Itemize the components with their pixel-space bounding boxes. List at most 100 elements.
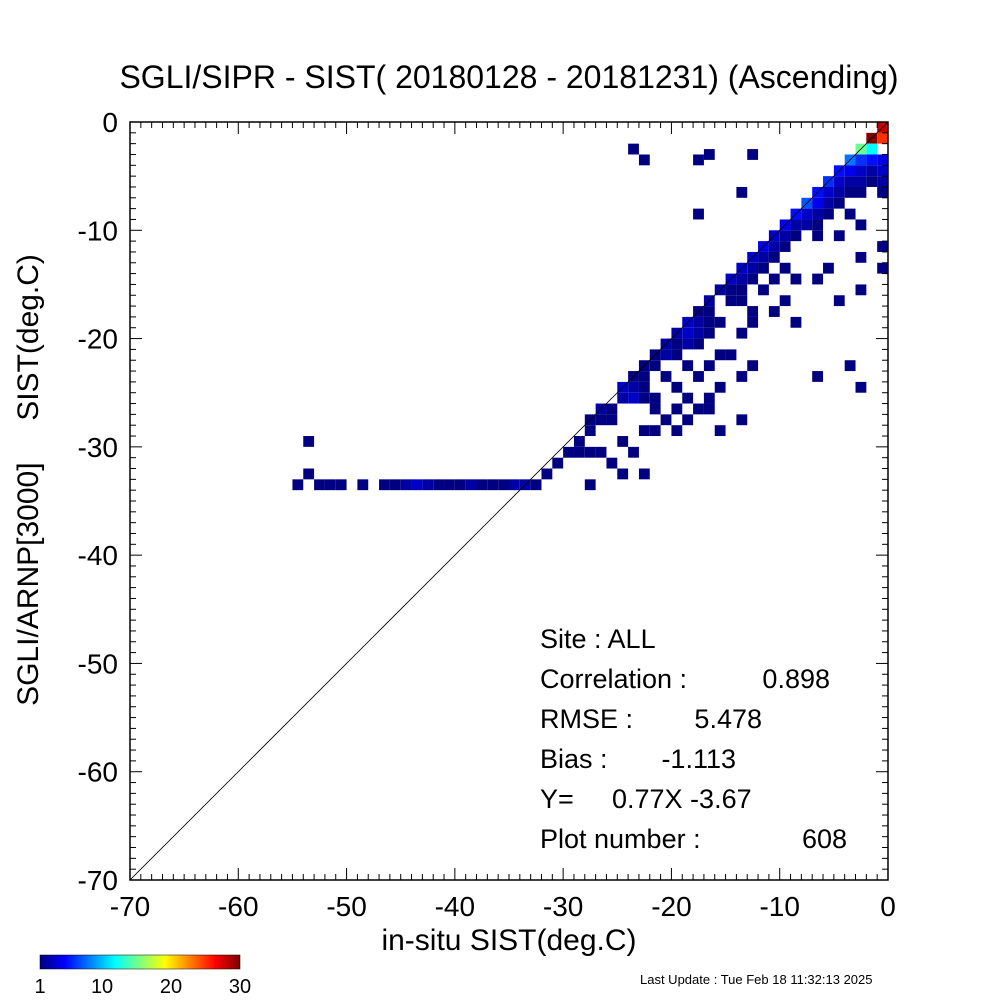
stat-value: -1.113 xyxy=(661,744,736,774)
density-cell xyxy=(584,479,596,491)
density-cell xyxy=(790,273,802,285)
x-tick-label: -30 xyxy=(543,891,583,922)
density-cell xyxy=(671,425,683,437)
density-cell xyxy=(747,306,759,317)
axis-ticks xyxy=(129,121,889,881)
density-cell xyxy=(454,479,466,491)
y-axis-label: SGLI/ARNP[3000] SIST(deg.C) xyxy=(12,254,45,706)
stat-value: 0.77X -3.67 xyxy=(612,784,752,814)
density-cell xyxy=(314,479,325,491)
density-cell xyxy=(638,392,650,404)
density-cell xyxy=(877,176,888,187)
density-cell xyxy=(725,284,737,296)
density-cell xyxy=(812,273,824,285)
y-tick-label: -20 xyxy=(78,324,118,355)
density-cell xyxy=(736,414,748,426)
y-tick-labels: 0 -10 -20 -30 -40 -50 -60 -70 xyxy=(78,107,118,896)
density-cell xyxy=(812,208,824,220)
density-cell xyxy=(552,457,564,469)
density-cell xyxy=(768,306,780,317)
density-cell xyxy=(768,241,780,252)
density-cell xyxy=(324,479,336,491)
colorbar-tick-label: 30 xyxy=(229,976,251,998)
density-cell xyxy=(736,327,748,339)
density-cell xyxy=(389,479,401,491)
density-cell xyxy=(736,186,748,198)
density-cell xyxy=(703,327,715,339)
density-cell xyxy=(703,360,715,372)
density-cell xyxy=(747,262,759,274)
density-cell xyxy=(833,186,845,198)
y-tick-label: -30 xyxy=(78,432,118,463)
x-tick-label: -20 xyxy=(651,891,691,922)
density-cell xyxy=(660,349,672,361)
density-cell xyxy=(595,446,607,458)
density-cell xyxy=(628,392,639,404)
density-cell xyxy=(335,479,347,491)
density-cell xyxy=(725,295,737,307)
density-cell xyxy=(357,479,369,491)
density-cell xyxy=(693,154,704,166)
x-tick-label: -10 xyxy=(759,891,799,922)
density-cell xyxy=(617,468,629,480)
density-cell xyxy=(638,154,650,166)
density-cell xyxy=(671,338,683,350)
density-cell xyxy=(855,219,867,231)
density-cell xyxy=(844,176,856,187)
density-cell xyxy=(736,273,748,285)
density-cell xyxy=(693,327,704,339)
density-cell xyxy=(801,208,813,220)
density-cell xyxy=(584,425,596,437)
density-cell xyxy=(747,273,759,285)
density-cell xyxy=(736,284,748,296)
x-tick-label: -70 xyxy=(110,891,150,922)
density-cell xyxy=(844,165,856,177)
density-cell xyxy=(855,165,867,177)
density-cells xyxy=(292,122,888,491)
density-cell xyxy=(736,295,748,307)
density-cell xyxy=(433,479,445,491)
density-cell xyxy=(866,165,878,177)
density-cell xyxy=(411,479,423,491)
density-cell xyxy=(693,316,704,328)
density-cell xyxy=(682,414,694,426)
density-cell xyxy=(671,381,683,393)
density-cell xyxy=(693,403,704,415)
density-cell xyxy=(292,479,304,491)
density-cell xyxy=(422,479,434,491)
density-cell xyxy=(714,316,726,328)
density-cell xyxy=(638,468,650,480)
stat-value: 0.898 xyxy=(762,664,830,694)
y-tick-label: -10 xyxy=(78,215,118,246)
density-cell xyxy=(823,208,834,220)
colorbar xyxy=(39,954,241,970)
density-cell xyxy=(855,186,867,198)
density-cell xyxy=(400,479,412,491)
density-cell xyxy=(563,446,574,458)
density-cell xyxy=(768,273,780,285)
density-cell xyxy=(682,327,694,339)
density-cell xyxy=(660,414,672,426)
density-cell xyxy=(649,425,661,437)
density-cell xyxy=(541,468,553,480)
density-cell xyxy=(779,241,791,252)
density-cell xyxy=(649,403,661,415)
density-cell xyxy=(671,349,683,361)
density-cell xyxy=(573,436,585,447)
density-cell xyxy=(790,316,802,328)
density-cell xyxy=(638,381,650,393)
density-cell xyxy=(617,392,629,404)
density-cell xyxy=(444,479,455,491)
colorbar-ticks: 1 10 20 30 xyxy=(34,976,251,998)
density-cell xyxy=(682,360,694,372)
y-tick-label: -40 xyxy=(78,540,118,571)
density-cell xyxy=(703,306,715,317)
stat-value: 608 xyxy=(802,824,847,854)
density-cell xyxy=(855,381,867,393)
stat-label: Site : ALL xyxy=(540,624,656,654)
density-cell xyxy=(812,219,824,231)
density-cell xyxy=(844,208,856,220)
density-cell xyxy=(833,230,845,242)
density-cell xyxy=(844,360,856,372)
density-cell xyxy=(823,197,834,209)
